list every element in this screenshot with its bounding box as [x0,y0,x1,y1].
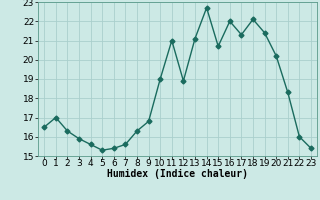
X-axis label: Humidex (Indice chaleur): Humidex (Indice chaleur) [107,169,248,179]
